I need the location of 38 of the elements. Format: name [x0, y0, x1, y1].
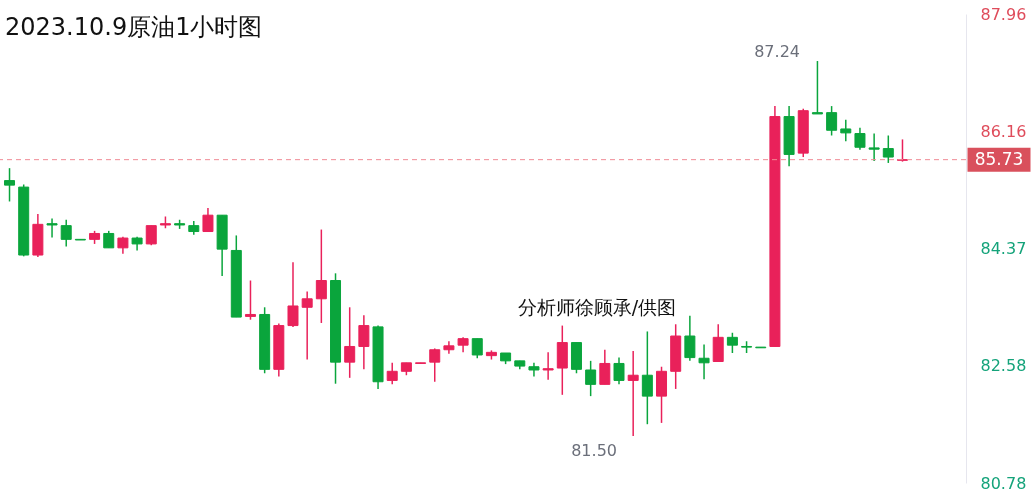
candlestick: [60, 219, 72, 248]
candlestick: [585, 360, 597, 397]
candlestick: [726, 332, 738, 354]
candlestick: [613, 356, 625, 386]
y-tick-label: 87.96: [980, 4, 1027, 24]
candlestick: [599, 349, 611, 386]
candlestick: [202, 207, 214, 233]
y-tick-label: 82.58: [980, 355, 1027, 375]
candlestick: [358, 314, 370, 371]
candlestick: [471, 337, 483, 359]
candlestick: [826, 105, 838, 137]
candlestick: [287, 261, 299, 328]
annotation: 87.24: [754, 42, 800, 61]
candlestick: [301, 290, 313, 361]
annotation: 分析师徐顾承/供图: [517, 296, 677, 318]
candlestick: [627, 350, 639, 437]
candlestick: [244, 279, 256, 321]
candlestick: [542, 351, 554, 381]
candlestick: [429, 347, 441, 383]
chart-title: 2023.10.9原油1小时图: [5, 13, 263, 41]
y-tick-label: 86.16: [980, 122, 1027, 142]
candlestick: [854, 126, 866, 151]
candlestick: [868, 132, 880, 162]
candlestick: [386, 362, 398, 386]
candlestick: [641, 330, 653, 425]
candlestick: [698, 343, 710, 380]
ref-line-label: 85.73: [974, 148, 1024, 169]
candlestick: [344, 306, 356, 379]
y-tick-label: 84.37: [980, 239, 1027, 258]
candlestick: [315, 228, 327, 324]
candlestick: [882, 134, 894, 164]
annotation: 81.50: [571, 441, 617, 460]
candlestick: [811, 60, 823, 115]
candlestick: [684, 315, 696, 362]
candlestick: [4, 167, 16, 203]
candlestick: [840, 119, 852, 143]
y-tick-label: 80.78: [980, 473, 1027, 493]
candlestick: [46, 217, 58, 239]
